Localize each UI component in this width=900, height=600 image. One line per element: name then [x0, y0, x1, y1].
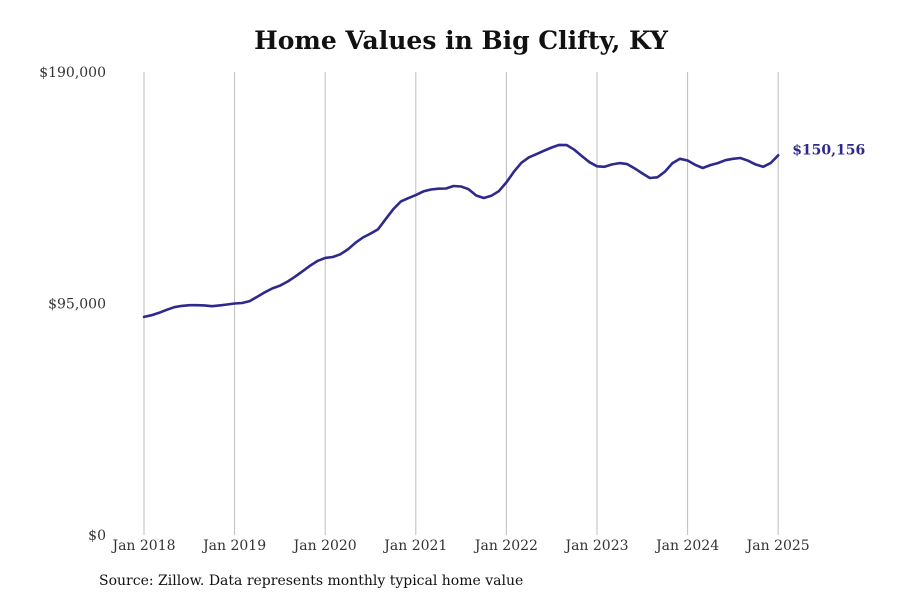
x-tick-label: Jan 2022: [473, 538, 538, 554]
series-line-home-value: [142, 143, 780, 319]
y-tick-label: $0: [88, 528, 106, 544]
x-tick-label: Jan 2023: [563, 538, 628, 554]
x-tick-label: Jan 2019: [201, 538, 266, 554]
x-tick-label: Jan 2025: [745, 538, 810, 554]
x-axis-ticks: Jan 2018 Jan 2019 Jan 2020 Jan 2021 Jan 2022…: [110, 538, 809, 554]
y-tick-label: $95,000: [48, 297, 106, 313]
x-tick-label: Jan 2020: [292, 538, 357, 554]
x-tick-label: Jan 2021: [382, 538, 447, 554]
source-note: Source: Zillow. Data represents monthly …: [99, 573, 524, 589]
chart-title: Home Values in Big Clifty, KY: [254, 26, 668, 55]
y-tick-label: $190,000: [39, 65, 106, 81]
end-value-label: $150,156: [792, 142, 865, 158]
y-axis-ticks: $0 $95,000 $190,000: [39, 65, 106, 544]
x-tick-label: Jan 2018: [110, 538, 175, 554]
x-tick-label: Jan 2024: [654, 538, 719, 554]
